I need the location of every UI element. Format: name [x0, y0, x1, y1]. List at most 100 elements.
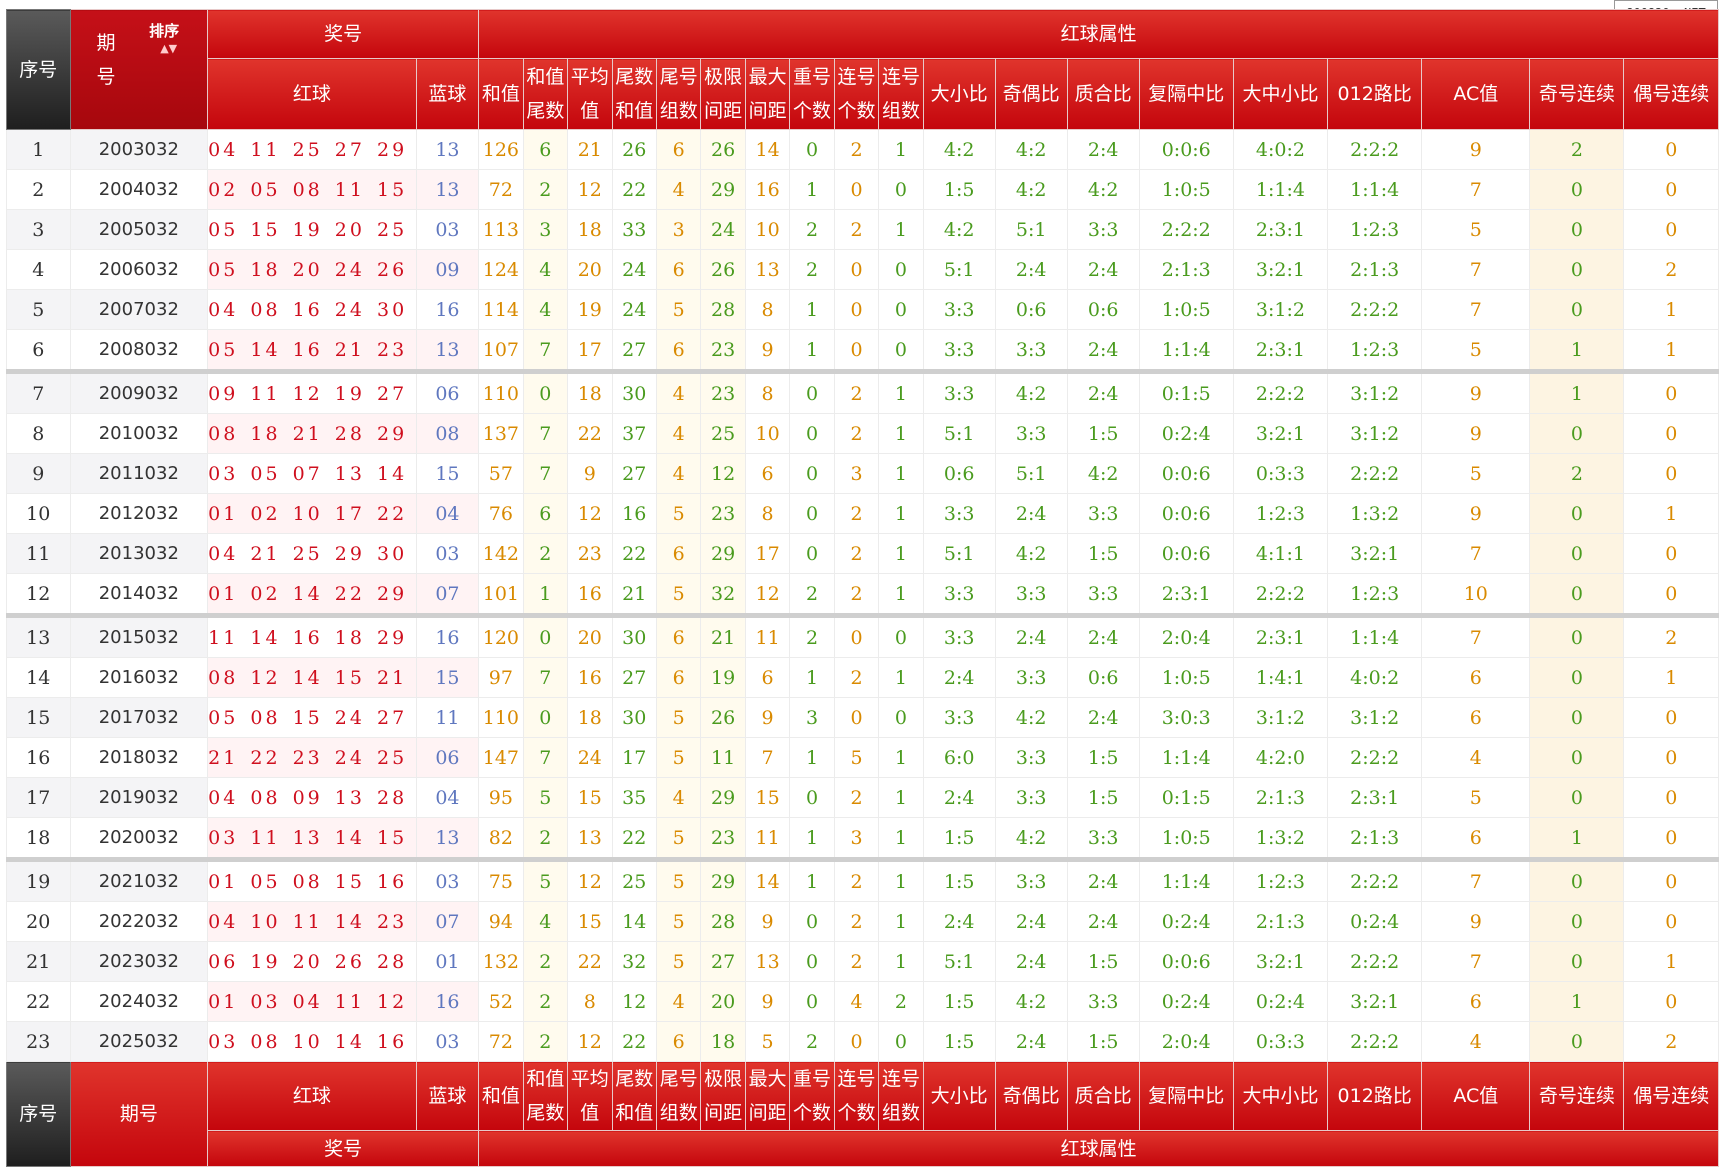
cell-big-small: 2:4: [922, 901, 996, 942]
cell-prime-comp: 1:5: [1066, 777, 1140, 818]
col-period-label-2: 号: [96, 66, 116, 88]
cell-big-small: 2:4: [922, 657, 996, 698]
cell-rep-gap-mid: 0:0:6: [1138, 941, 1234, 982]
cell-seq: 20: [6, 901, 71, 942]
cell-sum: 120: [478, 615, 524, 658]
cell-sum-tail: 2: [522, 817, 569, 862]
cell-max-gap: 9: [744, 697, 791, 738]
cell-big-small: 1:5: [922, 817, 996, 862]
cell-sum: 113: [478, 209, 524, 250]
cell-period: 2013032: [69, 533, 209, 574]
cell-consec-count: 3: [833, 453, 880, 494]
cell-rep-gap-mid: 0:2:4: [1138, 901, 1234, 942]
cell-max-gap: 9: [744, 901, 791, 942]
cell-repeat: 0: [789, 129, 835, 170]
cell-odd-even: 2:4: [994, 493, 1068, 534]
cell-blue-ball: 16: [415, 289, 480, 330]
cell-red-balls: 05 08 15 24 27 31: [207, 697, 417, 738]
cell-consec-count: 3: [833, 817, 880, 862]
cell-consec-count: 0: [833, 169, 880, 210]
cell-tail-sum: 25: [611, 859, 657, 902]
cell-odd-consec: 0: [1529, 573, 1625, 618]
footer-col-odd-even: 奇偶比: [994, 1061, 1068, 1131]
cell-tail-groups: 5: [655, 289, 702, 330]
cell-period: 2015032: [69, 615, 209, 658]
cell-rep-gap-mid: 1:0:5: [1138, 169, 1234, 210]
cell-consec-count: 2: [833, 777, 880, 818]
cell-range: 23: [700, 329, 746, 374]
cell-tail-sum: 27: [611, 657, 657, 698]
cell-max-gap: 5: [744, 1021, 791, 1062]
cell-seq: 10: [6, 493, 71, 534]
cell-ac-value: 9: [1421, 129, 1531, 170]
cell-sum-tail: 5: [522, 859, 569, 902]
cell-period: 2018032: [69, 737, 209, 778]
cell-avg: 19: [567, 289, 613, 330]
cell-sum: 114: [478, 289, 524, 330]
cell-big-mid-small: 4:1:1: [1232, 533, 1329, 574]
cell-period: 2004032: [69, 169, 209, 210]
cell-big-mid-small: 0:3:3: [1232, 1021, 1329, 1062]
cell-tail-sum: 27: [611, 329, 657, 374]
cell-big-mid-small: 2:3:1: [1232, 329, 1329, 374]
group-attrs: 红球属性: [478, 9, 1719, 59]
cell-rep-gap-mid: 2:1:3: [1138, 249, 1234, 290]
cell-consec-groups: 1: [878, 209, 924, 250]
cell-consec-groups: 0: [878, 615, 924, 658]
cell-consec-count: 0: [833, 615, 880, 658]
cell-route-012: 2:3:1: [1327, 777, 1423, 818]
cell-seq: 22: [6, 981, 71, 1022]
cell-tail-groups: 5: [655, 817, 702, 862]
cell-sum: 101: [478, 573, 524, 618]
cell-tail-groups: 5: [655, 493, 702, 534]
sort-arrows-icon[interactable]: ▲▼: [160, 42, 178, 55]
cell-repeat: 0: [789, 371, 835, 414]
cell-odd-consec: 0: [1529, 777, 1625, 818]
cell-avg: 12: [567, 169, 613, 210]
cell-tail-groups: 5: [655, 697, 702, 738]
cell-range: 29: [700, 777, 746, 818]
footer-col-redball: 红球: [207, 1061, 417, 1131]
cell-max-gap: 13: [744, 249, 791, 290]
cell-even-consec: 1: [1623, 329, 1719, 374]
cell-prime-comp: 2:4: [1066, 129, 1140, 170]
cell-prime-comp: 4:2: [1066, 169, 1140, 210]
cell-repeat: 2: [789, 249, 835, 290]
cell-tail-groups: 5: [655, 859, 702, 902]
cell-odd-even: 4:2: [994, 129, 1068, 170]
footer-col-range: 极限间距: [700, 1061, 746, 1131]
cell-tail-groups: 4: [655, 777, 702, 818]
cell-range: 28: [700, 289, 746, 330]
cell-odd-even: 2:4: [994, 249, 1068, 290]
cell-sum-tail: 0: [522, 615, 569, 658]
cell-odd-consec: 0: [1529, 615, 1625, 658]
cell-sum-tail: 7: [522, 657, 569, 698]
cell-ac-value: 7: [1421, 859, 1531, 902]
cell-tail-sum: 22: [611, 533, 657, 574]
cell-sum: 52: [478, 981, 524, 1022]
cell-avg: 16: [567, 573, 613, 618]
cell-odd-even: 5:1: [994, 453, 1068, 494]
cell-ac-value: 6: [1421, 981, 1531, 1022]
footer-col-even-consec: 偶号连续: [1623, 1061, 1719, 1131]
col-period-sortable[interactable]: 期 号 排序 ▲▼: [69, 9, 209, 130]
cell-even-consec: 0: [1623, 901, 1719, 942]
sort-label[interactable]: 排序: [149, 22, 180, 40]
cell-seq: 19: [6, 859, 71, 902]
cell-rep-gap-mid: 0:0:6: [1138, 129, 1234, 170]
cell-big-mid-small: 2:1:3: [1232, 901, 1329, 942]
cell-tail-sum: 22: [611, 817, 657, 862]
footer-col-consec-groups: 连号组数: [878, 1061, 924, 1131]
cell-avg: 15: [567, 901, 613, 942]
footer-col-avg: 平均值: [567, 1061, 613, 1131]
cell-big-mid-small: 4:2:0: [1232, 737, 1329, 778]
cell-seq: 18: [6, 817, 71, 862]
cell-even-consec: 0: [1623, 817, 1719, 862]
cell-rep-gap-mid: 1:0:5: [1138, 289, 1234, 330]
cell-route-012: 3:1:2: [1327, 697, 1423, 738]
cell-max-gap: 12: [744, 573, 791, 618]
cell-blue-ball: 03: [415, 533, 480, 574]
